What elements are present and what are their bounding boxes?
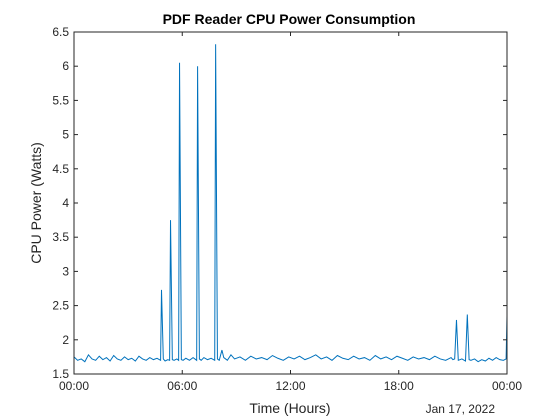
y-tick-label: 3.5 — [52, 230, 69, 244]
y-tick-label: 6.5 — [52, 25, 69, 39]
y-tick-label: 5 — [62, 128, 69, 142]
y-tick-label: 1.5 — [52, 367, 69, 381]
y-tick-label: 2.5 — [52, 299, 69, 313]
y-tick-label: 4.5 — [52, 162, 69, 176]
chart-title: PDF Reader CPU Power Consumption — [163, 11, 416, 27]
y-tick-label: 5.5 — [52, 93, 69, 107]
y-tick-label: 4 — [62, 196, 69, 210]
y-tick-label: 2 — [62, 333, 69, 347]
x-tick-label: 18:00 — [384, 379, 414, 393]
y-axis: 1.5 2 2.5 3 3.5 4 4.5 5 5.5 6 6.5 — [52, 25, 507, 381]
x-tick-label: 00:00 — [59, 379, 89, 393]
x-tick-label: 06:00 — [167, 379, 197, 393]
x-tick-label: 12:00 — [275, 379, 305, 393]
x-axis: 00:00 06:00 12:00 18:00 00:00 — [59, 32, 522, 393]
y-tick-label: 3 — [62, 264, 69, 278]
axes-background — [74, 32, 507, 374]
plot-area: 1.522.533.544.555.566.5 00:00 06:00 12:00 1… — [52, 25, 522, 393]
x-axis-date-label: Jan 17, 2022 — [426, 402, 496, 416]
y-axis-label: CPU Power (Watts) — [28, 142, 44, 264]
series-line-0 — [73, 44, 508, 363]
x-axis-label: Time (Hours) — [249, 400, 330, 416]
y-tick-label: 6 — [62, 59, 69, 73]
x-tick-label: 00:00 — [492, 379, 522, 393]
series-layer — [73, 44, 508, 363]
